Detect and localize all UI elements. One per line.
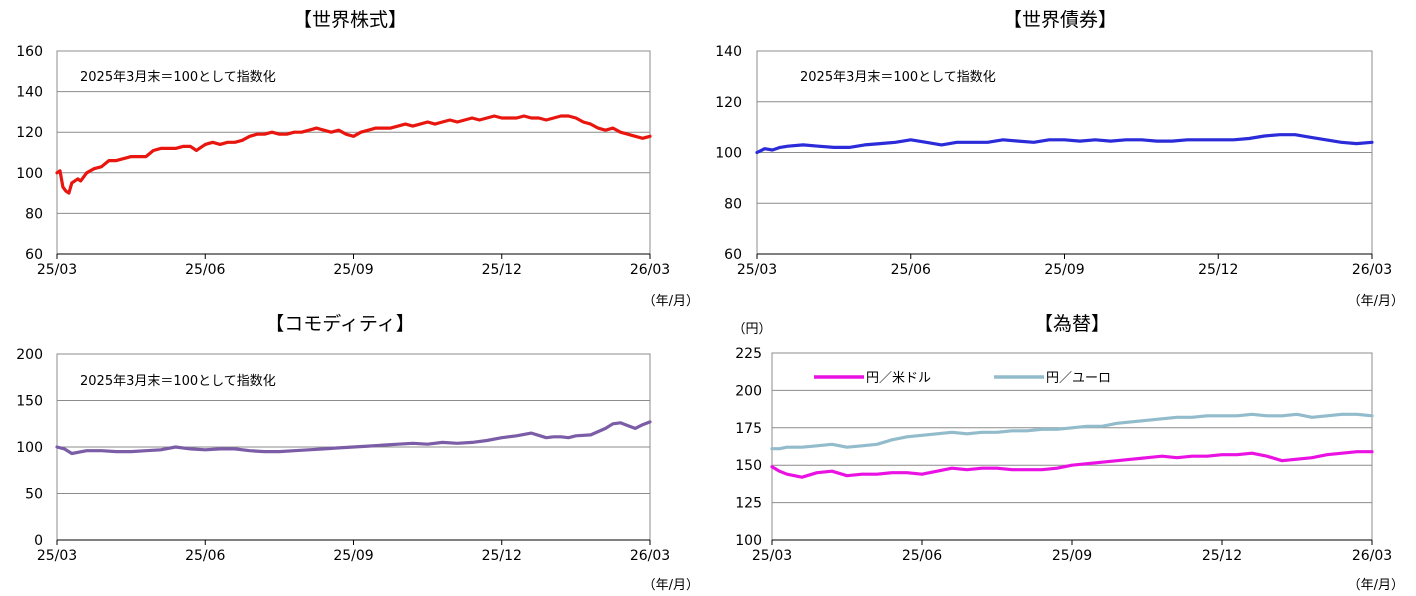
- y-tick-label: 120: [715, 95, 742, 111]
- y-tick-label: 140: [16, 85, 43, 101]
- y-tick-label: 80: [25, 206, 43, 222]
- x-unit-label: （年/月）: [643, 578, 699, 593]
- chart-title: 【世界債券】: [1003, 9, 1117, 31]
- x-tick-label: 25/12: [482, 548, 522, 564]
- y-tick-label: 100: [16, 440, 43, 456]
- x-tick-label: 25/06: [185, 548, 225, 564]
- x-tick-label: 25/09: [1052, 548, 1092, 564]
- x-tick-label: 25/12: [1202, 548, 1242, 564]
- x-tick-label: 26/03: [1352, 548, 1392, 564]
- x-unit-label: （年/月）: [643, 294, 699, 309]
- x-tick-label: 25/12: [1198, 262, 1238, 278]
- series-line-4-2: [770, 412, 1374, 451]
- series-line-2-1: [755, 133, 1374, 155]
- x-tick-label: 25/06: [902, 548, 942, 564]
- y-tick-label: 225: [735, 346, 762, 362]
- x-tick-label: 25/03: [37, 548, 77, 564]
- x-tick-label: 25/03: [737, 262, 777, 278]
- index-note: 2025年3月末＝100として指数化: [80, 374, 276, 389]
- y-tick-label: 200: [735, 383, 762, 399]
- series-line-4-1: [770, 450, 1374, 479]
- y-tick-label: 160: [16, 44, 43, 60]
- x-tick-label: 25/03: [37, 262, 77, 278]
- y-tick-label: 0: [34, 533, 43, 549]
- x-tick-label: 26/03: [630, 548, 670, 564]
- y-tick-label: 60: [724, 247, 742, 263]
- y-tick-label: 80: [724, 196, 742, 212]
- index-note: 2025年3月末＝100として指数化: [800, 70, 996, 85]
- y-tick-label: 150: [735, 458, 762, 474]
- y-tick-label: 140: [715, 44, 742, 60]
- y-tick-label: 200: [16, 347, 43, 363]
- plot-area-4: [771, 352, 1373, 541]
- x-tick-label: 25/09: [1044, 262, 1084, 278]
- y-tick-label: 60: [25, 247, 43, 263]
- x-tick-label: 25/09: [333, 548, 373, 564]
- y-unit-label: （円）: [732, 322, 771, 337]
- y-tick-label: 100: [715, 146, 742, 162]
- x-tick-label: 25/06: [185, 262, 225, 278]
- x-tick-label: 25/06: [891, 262, 931, 278]
- y-tick-label: 150: [16, 394, 43, 410]
- y-tick-label: 125: [735, 496, 762, 512]
- series-line-1-1: [55, 114, 652, 195]
- index-note: 2025年3月末＝100として指数化: [80, 70, 276, 85]
- x-tick-label: 26/03: [630, 262, 670, 278]
- y-tick-label: 120: [16, 125, 43, 141]
- chart-title: 【コモディティ】: [265, 313, 415, 335]
- y-tick-label: 100: [16, 166, 43, 182]
- x-unit-label: （年/月）: [1348, 578, 1404, 593]
- x-unit-label: （年/月）: [1348, 294, 1404, 309]
- series-line-3-1: [55, 420, 652, 456]
- y-tick-label: 50: [25, 487, 43, 503]
- x-tick-label: 25/03: [752, 548, 792, 564]
- chart-title: 【世界株式】: [293, 9, 407, 31]
- plot-area-1: [56, 50, 651, 255]
- y-tick-label: 175: [735, 421, 762, 437]
- x-tick-label: 25/09: [333, 262, 373, 278]
- legend-label: 円／米ドル: [866, 371, 931, 386]
- y-tick-label: 100: [735, 533, 762, 549]
- legend-label: 円／ユーロ: [1046, 371, 1111, 386]
- chart-title: 【為替】: [1034, 313, 1110, 335]
- x-tick-label: 26/03: [1352, 262, 1392, 278]
- x-tick-label: 25/12: [482, 262, 522, 278]
